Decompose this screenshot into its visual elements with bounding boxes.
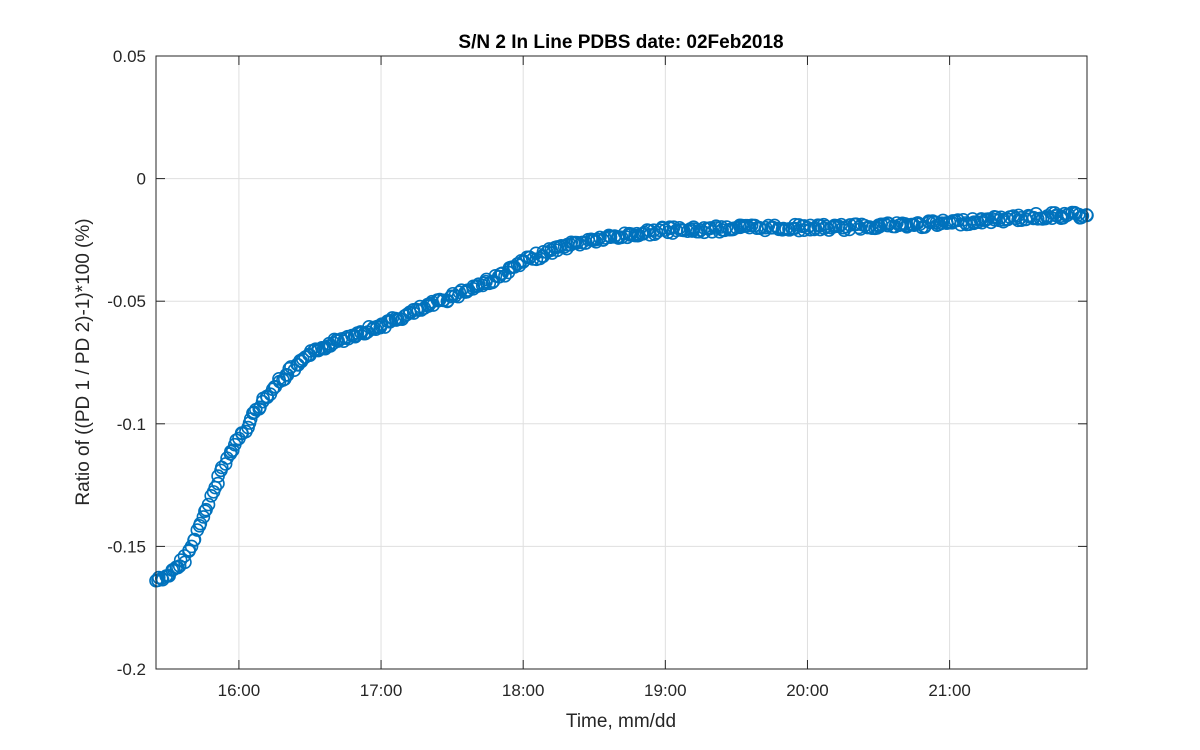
data-marker <box>593 230 607 245</box>
data-marker <box>193 516 208 531</box>
y-tick-label: -0.1 <box>117 415 146 434</box>
x-tick-label: 18:00 <box>502 681 545 700</box>
x-tick-label: 19:00 <box>644 681 687 700</box>
data-marker <box>452 285 467 299</box>
data-point <box>196 510 211 524</box>
x-axis-label: Time, mm/dd <box>566 711 676 732</box>
data-marker <box>284 360 298 374</box>
data-marker <box>550 243 565 258</box>
data-marker <box>852 220 866 235</box>
x-tick-label: 20:00 <box>786 681 829 700</box>
x-tick-label: 16:00 <box>218 681 261 700</box>
data-marker <box>211 476 225 491</box>
data-marker <box>981 212 995 226</box>
data-marker <box>602 228 616 243</box>
data-marker <box>1008 211 1023 225</box>
data-marker <box>653 223 667 238</box>
chart-title: S/N 2 In Line PDBS date: 02Feb2018 <box>458 32 783 53</box>
grid <box>156 55 1087 670</box>
y-tick-label: 0.05 <box>113 47 146 66</box>
data-marker <box>265 382 280 397</box>
data-marker <box>542 242 556 256</box>
data-marker <box>1006 209 1021 223</box>
data-marker <box>590 232 604 247</box>
data-point <box>800 220 815 235</box>
data-marker <box>709 221 723 235</box>
data-marker <box>198 504 212 518</box>
y-tick-label: 0 <box>137 170 146 189</box>
y-axis-label: Ratio of ((PD 1 / PD 2)-1)*100 (%) <box>73 218 94 505</box>
ticks: 16:00 17:00 18:00 19:00 20:00 21:00 -0.2 -0.15 -… <box>107 47 1087 700</box>
data-point <box>184 539 199 554</box>
y-tick-label: -0.15 <box>107 537 146 556</box>
data-marker <box>766 220 780 235</box>
data-marker <box>666 220 681 235</box>
data-marker <box>614 230 629 245</box>
data-marker <box>187 532 202 547</box>
data-series <box>149 205 1094 588</box>
data-marker <box>929 215 944 230</box>
data-marker <box>476 276 491 291</box>
data-marker <box>201 497 216 512</box>
plot-area <box>156 56 1087 669</box>
data-marker <box>280 368 295 382</box>
y-tick-label: -0.2 <box>117 660 146 679</box>
data-marker <box>510 257 525 271</box>
y-tick-label: -0.05 <box>107 292 146 311</box>
data-marker <box>431 293 446 308</box>
axes-box <box>155 55 1088 670</box>
x-tick-label: 17:00 <box>360 681 403 700</box>
x-tick-label: 21:00 <box>928 681 971 700</box>
data-marker <box>224 444 238 459</box>
